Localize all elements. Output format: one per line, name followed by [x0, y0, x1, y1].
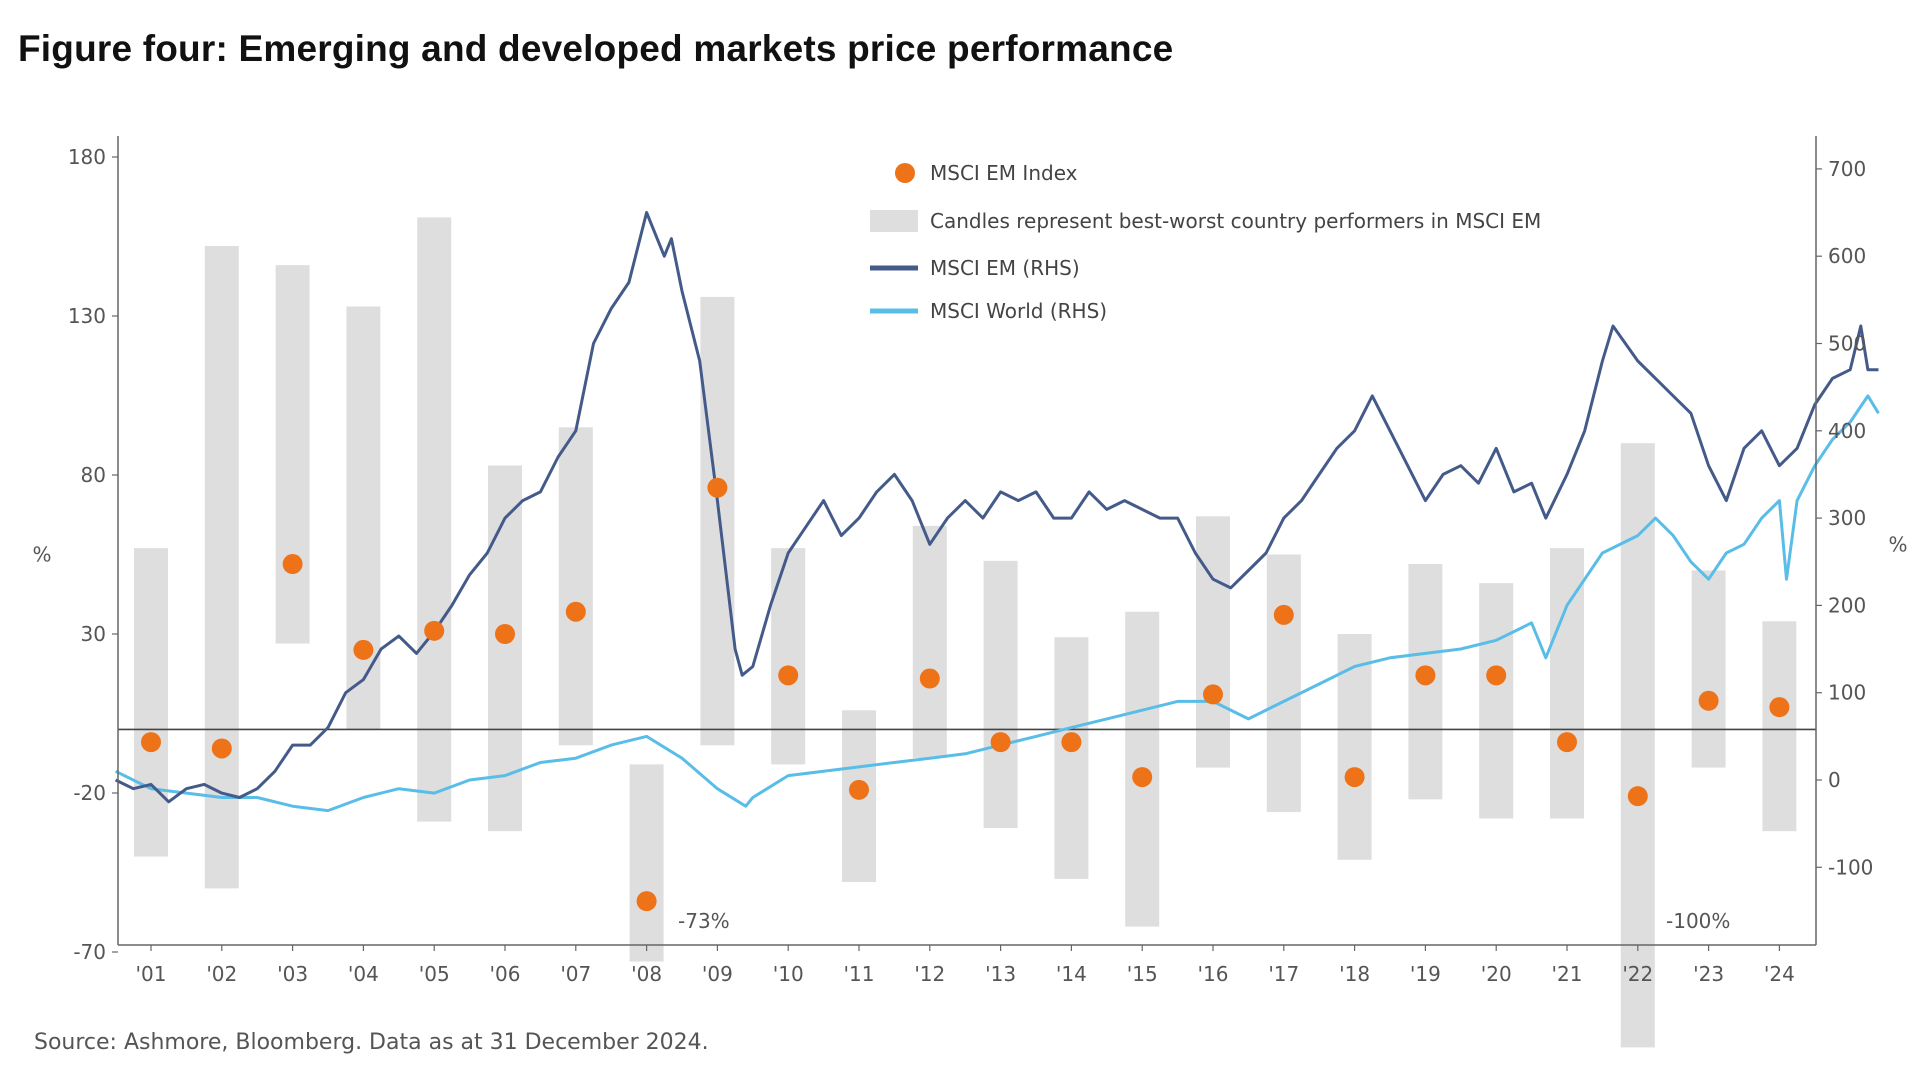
x-tick-17: '18 [1339, 962, 1370, 986]
candle-20 [1550, 548, 1584, 819]
right-tick-1: 600 [1828, 244, 1866, 268]
x-tick-13: '14 [1056, 962, 1087, 986]
em-index-dot-19 [1486, 665, 1507, 686]
right-axis-label: % [1888, 532, 1907, 556]
legend-msci-em-index: MSCI EM Index [930, 161, 1078, 185]
x-tick-3: '04 [348, 962, 379, 986]
right-tick-2: 500 [1828, 332, 1866, 356]
em-index-dot-22 [1698, 690, 1719, 711]
legend-msci-world-rhs: MSCI World (RHS) [930, 299, 1107, 323]
annotation-2022: -100% [1666, 909, 1730, 933]
right-tick-0: 700 [1828, 157, 1866, 181]
candle-0 [134, 548, 168, 857]
em-index-dot-20 [1557, 732, 1577, 753]
em-index-dot-12 [990, 732, 1011, 753]
right-tick-5: 200 [1828, 593, 1866, 617]
x-tick-21: '22 [1622, 962, 1653, 986]
page-title: Figure four: Emerging and developed mark… [18, 28, 1174, 69]
em-index-dot-9 [778, 665, 799, 686]
right-tick-4: 300 [1828, 506, 1866, 530]
x-tick-15: '16 [1198, 962, 1229, 986]
x-tick-2: '03 [277, 962, 308, 986]
right-tick-8: -100 [1828, 855, 1873, 879]
right-tick-3: 400 [1828, 419, 1866, 443]
em-index-dot-5 [495, 624, 515, 644]
left-axis-label: % [32, 543, 51, 567]
x-tick-22: '23 [1693, 962, 1724, 986]
em-index-dot-17 [1344, 767, 1365, 788]
candle-6 [558, 427, 593, 746]
candle-22 [1691, 570, 1726, 768]
em-index-dot-1 [211, 738, 232, 759]
candle-3 [346, 306, 381, 730]
x-tick-0: '01 [136, 962, 167, 986]
candle-23 [1762, 621, 1797, 832]
x-tick-1: '02 [206, 962, 237, 986]
em-index-dot-4 [424, 620, 445, 641]
legend-dot-swatch [895, 163, 915, 183]
left-tick-0: 180 [68, 145, 106, 169]
x-tick-5: '06 [490, 962, 521, 986]
x-tick-9: '10 [773, 962, 804, 986]
candle-12 [983, 560, 1018, 828]
candle-7 [629, 764, 664, 962]
left-tick-3: 30 [81, 622, 106, 646]
x-tick-11: '12 [914, 962, 945, 986]
candle-11 [912, 525, 947, 759]
legend-candles: Candles represent best-worst country per… [930, 209, 1541, 233]
x-tick-7: '08 [631, 962, 662, 986]
em-index-dot-16 [1273, 604, 1294, 625]
candle-9 [771, 548, 806, 765]
legend-candle-swatch [870, 210, 918, 232]
x-tick-4: '05 [419, 962, 450, 986]
right-tick-7: 0 [1828, 768, 1841, 792]
legend-msci-em-rhs: MSCI EM (RHS) [930, 256, 1080, 280]
right-tick-6: 100 [1828, 681, 1866, 705]
left-tick-4: -20 [73, 781, 106, 805]
em-index-dot-21 [1627, 786, 1648, 807]
em-index-dot-2 [282, 554, 303, 575]
x-tick-6: '07 [560, 962, 591, 986]
x-tick-14: '15 [1127, 962, 1158, 986]
left-tick-1: 130 [68, 304, 106, 328]
x-tick-19: '20 [1481, 962, 1512, 986]
em-index-dot-0 [141, 732, 161, 753]
source-note: Source: Ashmore, Bloomberg. Data as at 3… [34, 1030, 709, 1055]
x-tick-18: '19 [1410, 962, 1441, 986]
x-tick-10: '11 [844, 962, 875, 986]
candle-2 [275, 265, 310, 644]
em-index-dot-14 [1132, 767, 1153, 788]
x-tick-12: '13 [985, 962, 1016, 986]
em-index-dot-23 [1769, 697, 1790, 718]
candle-4 [417, 217, 452, 822]
candle-16 [1266, 554, 1301, 813]
candle-15 [1196, 516, 1230, 768]
left-tick-2: 80 [81, 463, 106, 487]
em-index-dot-13 [1061, 732, 1082, 753]
em-index-dot-18 [1415, 665, 1436, 686]
em-index-dot-11 [919, 668, 940, 689]
msci-world-line [114, 394, 1880, 813]
em-index-dot-3 [353, 639, 374, 660]
x-tick-20: '21 [1552, 962, 1583, 986]
candle-1 [204, 246, 239, 889]
em-index-dot-10 [849, 779, 869, 800]
em-index-dot-6 [565, 601, 586, 622]
x-tick-23: '24 [1764, 962, 1795, 986]
candle-13 [1054, 637, 1089, 879]
left-tick-5: -70 [73, 940, 106, 964]
em-index-dot-15 [1203, 684, 1223, 705]
x-tick-8: '09 [702, 962, 733, 986]
candle-8 [700, 296, 735, 746]
x-tick-16: '17 [1268, 962, 1299, 986]
annotation-2008: -73% [678, 909, 730, 933]
candle-19 [1479, 583, 1514, 819]
em-index-dot-8 [707, 477, 728, 498]
em-index-dot-7 [636, 891, 657, 912]
msci-em-line [114, 211, 1879, 804]
